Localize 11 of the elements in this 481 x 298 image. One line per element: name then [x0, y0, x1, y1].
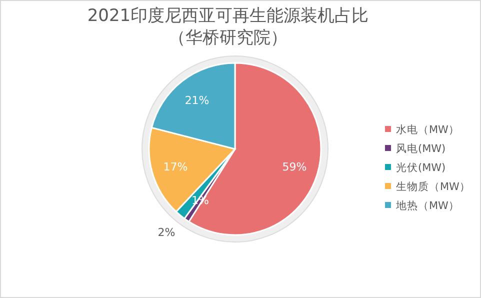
legend-label: 生物质（MW） — [396, 180, 470, 193]
legend-label: 地热（MW） — [395, 199, 460, 212]
legend-label: 光伏(MW) — [396, 161, 446, 174]
data-label: 59% — [282, 160, 307, 174]
data-label: 21% — [184, 94, 210, 108]
data-label: 17% — [163, 160, 188, 174]
legend-label: 风电(MW) — [396, 142, 446, 155]
chart-title: 2021印度尼西亚可再生能源装机占比 — [87, 6, 369, 26]
chart-subtitle: （华桥研究院） — [168, 28, 288, 48]
legend-label: 水电（MW） — [396, 123, 460, 136]
data-label: 2% — [158, 226, 176, 239]
